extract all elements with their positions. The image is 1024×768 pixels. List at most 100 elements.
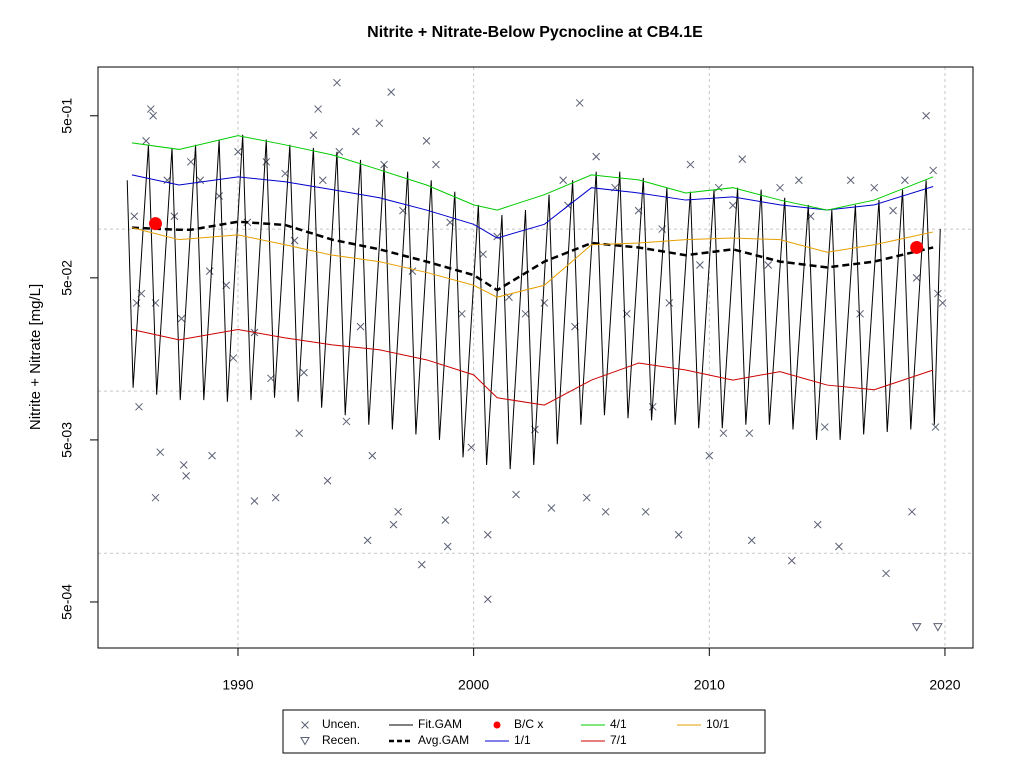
x-marker-stroke [323, 476, 332, 485]
x-tick-label: 2020 [929, 677, 960, 693]
x-marker [835, 542, 843, 551]
triangle-marker [911, 623, 922, 632]
x-marker-stroke [179, 461, 188, 469]
x-marker-stroke [745, 429, 754, 438]
x-marker [295, 429, 304, 438]
x-marker-stroke [271, 493, 280, 502]
x-marker-stroke [389, 520, 398, 529]
x-marker [179, 461, 188, 469]
x-marker-stroke [234, 147, 242, 156]
x-marker-stroke [394, 507, 403, 516]
x-marker-stroke [356, 322, 365, 331]
legend-label: 10/1 [706, 717, 730, 731]
x-marker-stroke [300, 368, 308, 377]
series-line [131, 328, 934, 406]
x-marker-stroke [422, 137, 431, 145]
x-marker-stroke [467, 443, 476, 452]
x-marker [931, 423, 940, 431]
x-marker [333, 78, 341, 87]
x-marker-stroke [290, 236, 299, 245]
legend-box [282, 709, 766, 754]
x-marker-stroke [443, 542, 452, 551]
x-marker-stroke [351, 127, 360, 136]
x-marker-stroke [493, 232, 502, 241]
x-marker [479, 250, 487, 259]
x-marker [387, 88, 396, 96]
x-marker-stroke [512, 490, 520, 499]
x-marker [309, 131, 318, 139]
x-marker-stroke [295, 429, 304, 438]
x-marker [889, 206, 897, 215]
x-marker-stroke [882, 569, 890, 578]
x-marker-stroke [186, 157, 195, 166]
x-marker [151, 493, 160, 502]
x-marker-stroke [729, 201, 737, 210]
x-marker [929, 166, 938, 175]
x-marker-stroke [483, 530, 492, 539]
x-marker [351, 127, 360, 136]
x-marker-stroke [846, 176, 855, 185]
x-marker [483, 595, 492, 604]
x-marker [665, 299, 674, 307]
x-marker-stroke [764, 261, 773, 269]
x-marker-stroke [575, 99, 584, 107]
triangle-marker [933, 623, 943, 632]
x-marker [938, 299, 947, 307]
x-marker-stroke [156, 448, 165, 457]
x-marker [389, 520, 398, 529]
chart-title: Nitrite + Nitrate-Below Pycnocline at CB… [367, 24, 703, 41]
series-line [131, 227, 934, 298]
x-marker-stroke [182, 472, 190, 480]
x-marker-stroke [813, 520, 822, 529]
x-marker-stroke [314, 105, 322, 113]
x-marker-stroke [582, 493, 591, 502]
x-marker-stroke [938, 299, 947, 307]
x-tick-label: 1990 [222, 677, 253, 693]
x-marker [182, 472, 190, 480]
legend-label: B/C x [514, 717, 543, 731]
x-marker [301, 721, 309, 729]
x-marker [922, 111, 930, 120]
x-marker-stroke [912, 273, 921, 282]
x-marker [262, 157, 271, 166]
x-marker [368, 451, 377, 460]
x-marker-stroke [479, 250, 487, 259]
dot-marker [910, 240, 924, 254]
x-marker [290, 236, 299, 245]
x-marker-stroke [820, 423, 829, 431]
x-marker-stroke [135, 402, 143, 411]
x-marker [314, 105, 322, 113]
x-marker [846, 176, 855, 185]
x-marker [674, 530, 683, 539]
x-marker-stroke [686, 160, 695, 169]
x-marker-stroke [229, 354, 238, 362]
x-marker-stroke [922, 111, 930, 120]
x-marker [177, 314, 186, 323]
x-marker-stroke [547, 504, 556, 512]
x-marker [729, 201, 737, 210]
x-marker-stroke [705, 451, 714, 460]
x-marker-stroke [901, 176, 909, 185]
x-marker [540, 299, 549, 307]
x-marker [250, 497, 259, 505]
legend-label: Fit.GAM [418, 717, 462, 731]
x-marker [686, 160, 695, 169]
x-marker [394, 507, 403, 516]
x-marker [794, 176, 803, 185]
x-marker-stroke [929, 166, 938, 175]
x-marker [901, 176, 909, 185]
x-marker [776, 183, 784, 192]
x-marker-stroke [559, 176, 568, 185]
x-marker [908, 507, 916, 516]
y-tick-label: 5e-01 [59, 98, 75, 134]
legend-label: 7/1 [610, 733, 627, 747]
x-marker [342, 417, 351, 426]
x-marker [142, 137, 150, 145]
series-line [126, 134, 941, 470]
x-marker-stroke [368, 451, 377, 460]
x-marker [719, 429, 728, 438]
x-marker [493, 232, 502, 241]
x-marker-stroke [870, 183, 879, 192]
x-marker-stroke [250, 497, 259, 505]
